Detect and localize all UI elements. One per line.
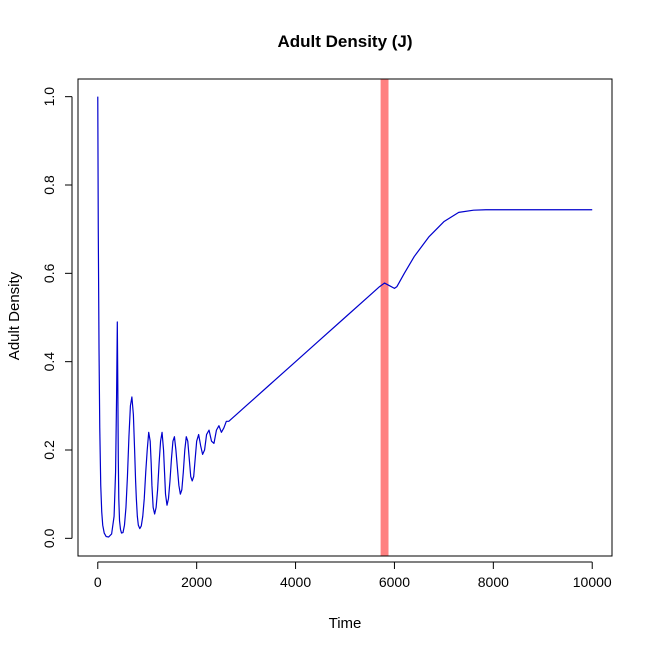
x-tick-label: 10000 bbox=[573, 574, 612, 590]
x-tick-label: 8000 bbox=[478, 574, 509, 590]
x-tick-label: 6000 bbox=[379, 574, 410, 590]
y-tick-label: 0.8 bbox=[41, 175, 57, 195]
series-line-0 bbox=[97, 96, 593, 538]
x-tick-label: 4000 bbox=[280, 574, 311, 590]
x-tick-label: 0 bbox=[94, 574, 102, 590]
x-tick-label: 2000 bbox=[181, 574, 212, 590]
highlight-band bbox=[380, 79, 389, 556]
y-tick-label: 1.0 bbox=[41, 87, 57, 107]
y-tick-label: 0.0 bbox=[41, 528, 57, 548]
x-axis-label: Time bbox=[329, 615, 362, 632]
plot-frame bbox=[77, 78, 613, 557]
chart-title: Adult Density (J) bbox=[277, 32, 412, 51]
y-axis-label: Adult Density bbox=[6, 271, 23, 360]
y-axis: 0.0 0.2 0.4 0.6 0.8 1.0 bbox=[41, 87, 73, 548]
y-tick-label: 0.4 bbox=[41, 352, 57, 372]
x-axis: 0 2000 4000 6000 8000 10000 bbox=[94, 561, 612, 590]
y-tick-label: 0.2 bbox=[41, 440, 57, 460]
y-tick-label: 0.6 bbox=[41, 263, 57, 283]
